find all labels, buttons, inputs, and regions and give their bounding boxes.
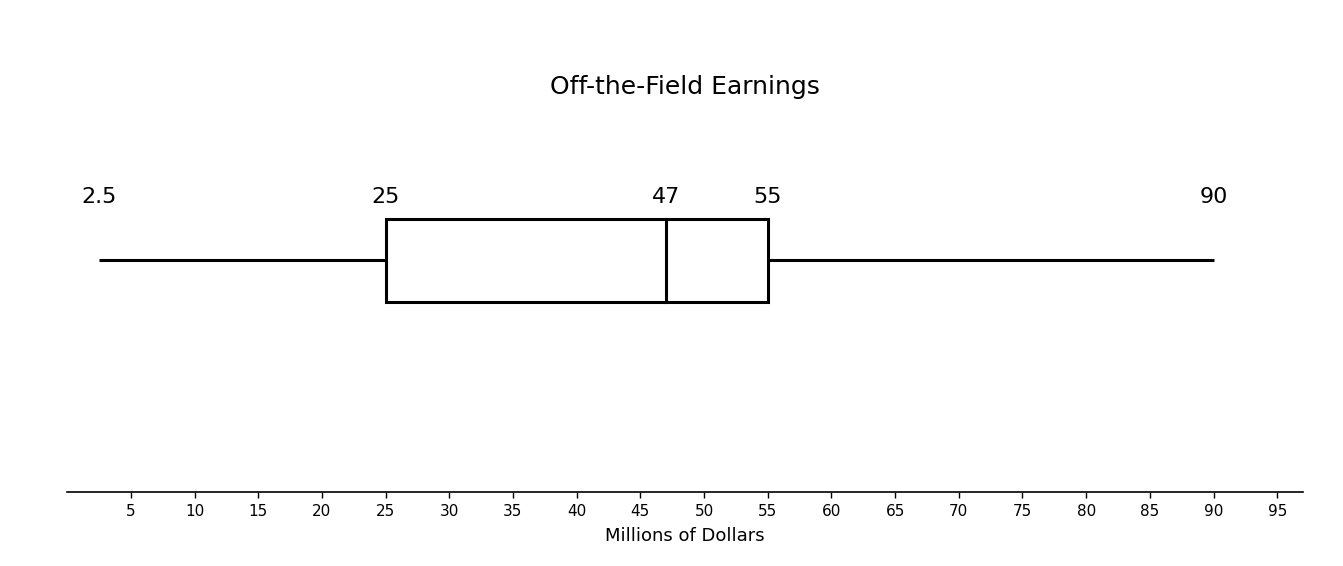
X-axis label: Millions of Dollars: Millions of Dollars [606, 527, 764, 545]
Text: 55: 55 [753, 187, 782, 207]
Text: 25: 25 [372, 187, 400, 207]
Text: 47: 47 [651, 187, 680, 207]
Title: Off-the-Field Earnings: Off-the-Field Earnings [551, 75, 819, 98]
Bar [385, 219, 768, 302]
Text: 90: 90 [1199, 187, 1228, 207]
Text: 2.5: 2.5 [82, 187, 117, 207]
